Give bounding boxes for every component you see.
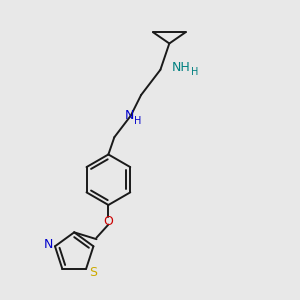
Text: O: O [103,215,113,228]
Text: N: N [44,238,53,251]
Text: S: S [88,266,97,279]
Text: H: H [134,116,141,126]
Text: NH: NH [172,61,190,74]
Text: H: H [191,67,199,77]
Text: N: N [124,109,134,122]
